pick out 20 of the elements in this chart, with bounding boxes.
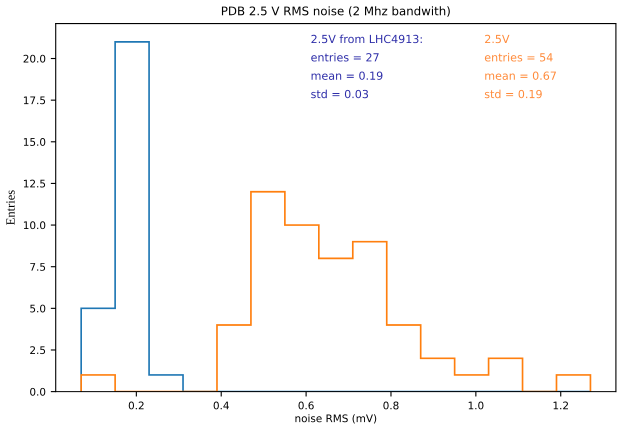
x-tick-label: 0.8: [383, 402, 399, 410]
y-tick-label: 7.5: [30, 263, 46, 271]
y-tick-label: 0.0: [30, 388, 46, 396]
x-tick-label: 0.2: [128, 402, 144, 410]
annotation: 2.5V entries = 54 mean = 0.67 std = 0.19: [484, 34, 556, 98]
y-tick-label: 12.5: [24, 180, 46, 188]
x-tick-label: 1.0: [468, 402, 484, 410]
y-tick-label: 20.0: [24, 54, 46, 63]
x-tick-label: 0.6: [298, 402, 314, 410]
y-axis-title: Entries: [6, 190, 15, 225]
y-tick-label: 15.0: [24, 138, 46, 146]
chart-title: PDB 2.5 V RMS noise (2 Mhz bandwith): [222, 6, 450, 17]
y-tick-label: 17.5: [24, 96, 46, 104]
y-tick-label: 5.0: [30, 304, 46, 312]
y-tick-label: 10.0: [24, 221, 46, 230]
x-tick-label: 1.2: [554, 402, 568, 410]
x-axis-title: noise RMS (mV): [295, 414, 376, 424]
x-tick-label: 0.4: [214, 402, 229, 410]
annotation: 2.5V from LHC4913: entries = 27 mean = 0.19 std = 0.03: [311, 34, 422, 98]
y-tick-label: 2.5: [30, 346, 46, 354]
